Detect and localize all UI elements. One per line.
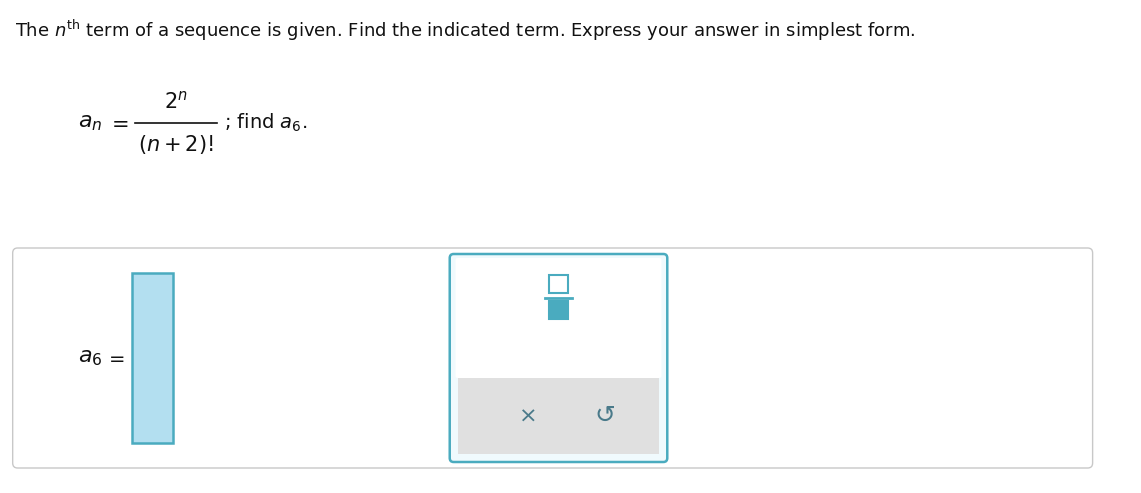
Text: $a_n$: $a_n$ <box>78 113 103 133</box>
Text: $\times$: $\times$ <box>518 406 536 426</box>
Bar <box>549 301 568 319</box>
FancyBboxPatch shape <box>13 248 1093 468</box>
Text: ↺: ↺ <box>594 404 615 428</box>
FancyBboxPatch shape <box>450 254 667 462</box>
Text: $(n+2)!$: $(n+2)!$ <box>138 134 213 156</box>
Text: The $n^{\mathrm{th}}$ term of a sequence is given. Find the indicated term. Expr: The $n^{\mathrm{th}}$ term of a sequence… <box>15 18 915 43</box>
Bar <box>549 275 568 293</box>
Bar <box>131 273 172 443</box>
Text: $=$: $=$ <box>105 349 126 367</box>
FancyBboxPatch shape <box>455 258 662 378</box>
Text: $=$: $=$ <box>107 113 129 133</box>
Text: $2^n$: $2^n$ <box>163 90 187 112</box>
Text: ; find $a_6$.: ; find $a_6$. <box>225 112 308 134</box>
Bar <box>458 378 659 454</box>
Text: $a_6$: $a_6$ <box>78 348 103 368</box>
